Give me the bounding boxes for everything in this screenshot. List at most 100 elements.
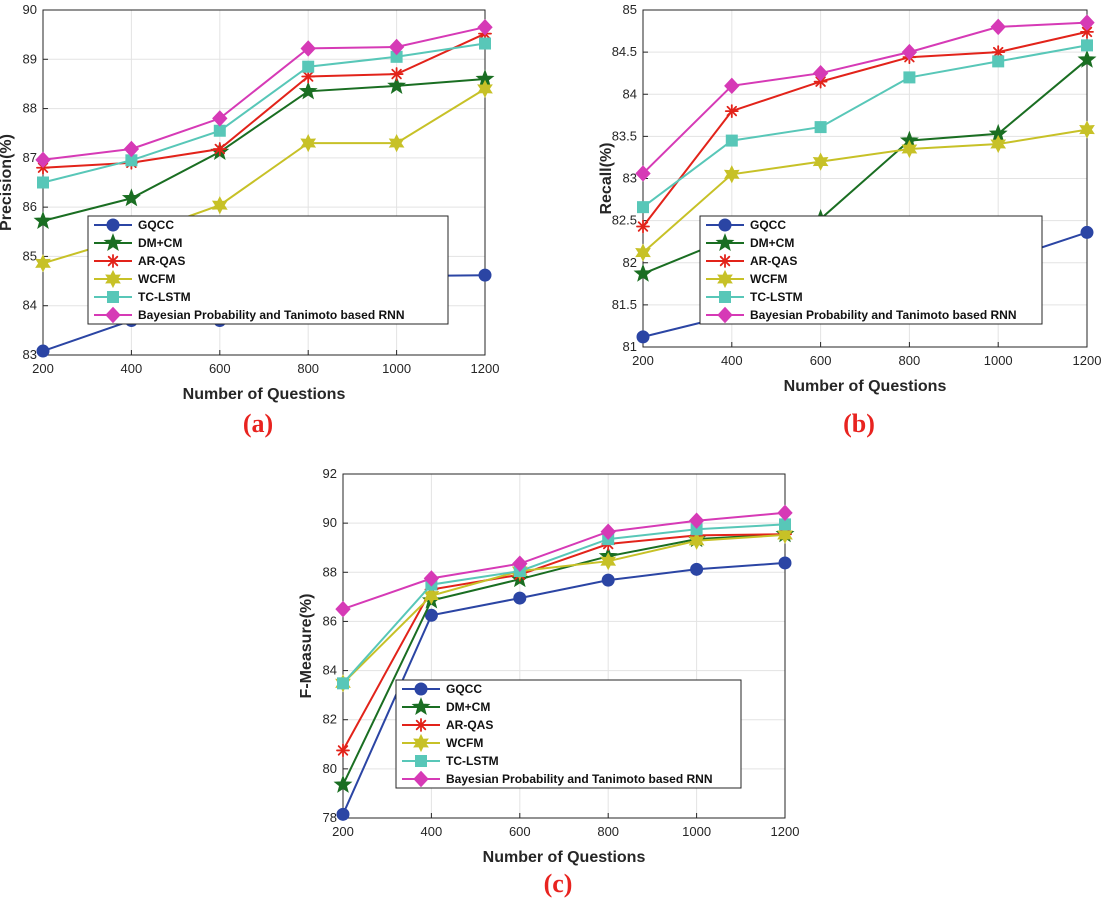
legend-label: WCFM (750, 272, 787, 286)
data-point (212, 142, 227, 156)
chart-panel: 200 400 600 800 1000 1200 83 84 85 86 87 88 89 90 GQCC… (0, 2, 499, 438)
data-point (300, 40, 316, 57)
y-tick-label: 90 (323, 515, 337, 530)
legend-marker (415, 755, 427, 767)
data-point (389, 67, 404, 81)
data-point (724, 104, 739, 118)
series-ar-qas (636, 25, 1094, 234)
data-point (35, 254, 51, 273)
legend-item: Bayesian Probability and Tanimoto based … (706, 306, 1017, 324)
asterisk-stroke (1081, 26, 1093, 38)
y-tick-label: 82 (323, 712, 337, 727)
y-tick-label: 81 (623, 339, 637, 354)
data-point (990, 18, 1006, 36)
data-point (813, 74, 828, 89)
asterisk-stroke (719, 255, 731, 267)
legend-item: GQCC (706, 218, 786, 232)
legend-item: GQCC (94, 218, 174, 232)
legend-label: TC-LSTM (138, 290, 191, 304)
legend-marker (718, 218, 732, 232)
legend-marker (411, 697, 431, 716)
y-tick-label: 83 (623, 171, 637, 186)
data-point (513, 591, 527, 605)
legend-item: TC-LSTM (706, 290, 803, 304)
y-tick-label: 87 (23, 150, 37, 165)
x-axis-label: Number of Questions (784, 378, 947, 395)
data-point (1079, 14, 1095, 31)
panel-label: (c) (544, 869, 573, 898)
legend-marker (414, 682, 428, 696)
x-tick-label: 1200 (1073, 353, 1102, 368)
data-point (600, 552, 617, 571)
panel-label: (b) (843, 409, 875, 438)
data-point (1080, 225, 1094, 239)
legend-label: Bayesian Probability and Tanimoto based … (446, 772, 713, 786)
y-tick-label: 84 (23, 298, 37, 313)
data-point (1077, 49, 1097, 68)
series-tc-lstm (637, 39, 1093, 214)
series-line (642, 44, 1088, 208)
legend-item: WCFM (402, 733, 483, 753)
y-tick-label: 84 (623, 86, 637, 101)
y-tick-label: 88 (23, 101, 37, 116)
legend-box (87, 215, 449, 325)
data-point (212, 110, 228, 127)
legend-marker (106, 254, 120, 268)
series-line (642, 21, 1088, 175)
data-point (477, 19, 493, 36)
y-tick-label: 92 (323, 466, 337, 481)
x-tick-label: 1000 (984, 353, 1013, 368)
legend-item: AR-QAS (402, 718, 493, 732)
legend-label: AR-QAS (750, 254, 797, 268)
data-point (635, 165, 651, 182)
legend-label: WCFM (138, 272, 175, 286)
data-point (477, 79, 493, 99)
y-axis-label: Recall(%) (598, 142, 615, 214)
legend-label: DM+CM (750, 236, 794, 250)
legend-item: GQCC (402, 682, 482, 696)
data-point (633, 263, 653, 282)
x-tick-label: 200 (632, 353, 654, 368)
data-point (601, 573, 615, 587)
x-tick-label: 600 (509, 824, 531, 839)
asterisk-stroke (726, 105, 738, 117)
data-point (36, 344, 50, 358)
x-tick-label: 200 (32, 361, 54, 376)
legend-marker (413, 733, 429, 753)
data-point (300, 133, 317, 153)
x-tick-label: 600 (209, 361, 231, 376)
legend-label: TC-LSTM (446, 754, 499, 768)
data-point (33, 210, 53, 229)
chart-panel: 200 400 600 800 1000 1200 78 80 82 84 86 88 90 92 GQCC… (298, 466, 799, 898)
y-tick-label: 84 (323, 663, 337, 678)
data-point (636, 330, 650, 344)
data-point (812, 152, 829, 171)
x-tick-label: 600 (810, 353, 832, 368)
y-tick-label: 90 (23, 2, 37, 17)
legend-item: Bayesian Probability and Tanimoto based … (402, 770, 713, 788)
data-point (211, 196, 228, 215)
x-tick-label: 800 (899, 353, 921, 368)
asterisk-stroke (815, 76, 826, 87)
legend-box (395, 679, 742, 789)
data-point (333, 774, 353, 793)
legend-marker (414, 718, 428, 732)
legend-marker (715, 233, 735, 252)
data-point (688, 512, 705, 529)
data-point (812, 64, 829, 82)
data-point (37, 176, 49, 189)
data-point (478, 268, 492, 282)
x-tick-label: 1000 (682, 824, 711, 839)
data-point (901, 43, 918, 61)
series-line (42, 26, 486, 161)
x-tick-label: 1200 (471, 361, 500, 376)
data-point (723, 165, 740, 184)
legend-marker (106, 218, 120, 232)
y-tick-label: 86 (23, 199, 37, 214)
y-tick-label: 84.5 (612, 44, 637, 59)
data-point (1081, 39, 1093, 52)
legend-label: GQCC (138, 218, 174, 232)
series-bayesian-probability-and-tanimoto-based-rnn (335, 504, 793, 618)
data-point (1080, 25, 1094, 39)
x-axis-label: Number of Questions (483, 849, 646, 866)
